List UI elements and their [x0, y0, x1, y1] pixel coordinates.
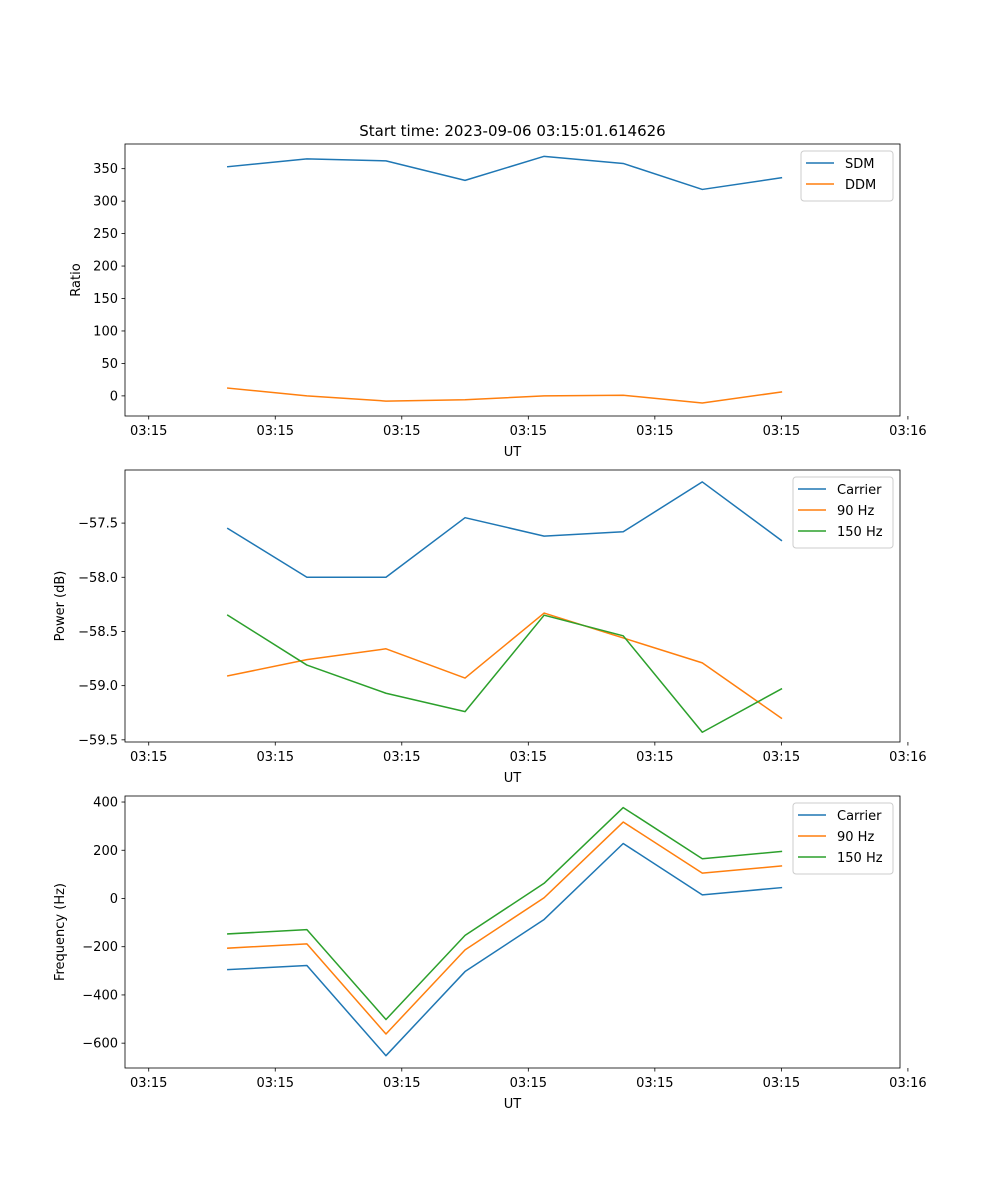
x-tick-label: 03:15	[383, 750, 420, 765]
y-axis-label: Power (dB)	[53, 571, 68, 642]
y-tick-label: 400	[93, 796, 118, 811]
series-line-carrier	[226, 481, 783, 579]
series-line-carrier	[227, 842, 783, 1057]
y-tick-label: 350	[93, 162, 118, 177]
x-tick-label: 03:15	[510, 750, 547, 765]
x-tick-label: 03:15	[130, 1076, 167, 1091]
x-tick-label: 03:15	[257, 424, 294, 439]
y-tick-label: −600	[82, 1037, 118, 1052]
series-line-150-hz	[226, 614, 783, 733]
y-tick-label: 150	[93, 292, 118, 307]
series-line-150-hz	[227, 806, 783, 1021]
x-tick-label: 03:15	[763, 750, 800, 765]
plot-area	[125, 470, 900, 742]
legend-label: SDM	[845, 157, 874, 172]
x-tick-label: 03:15	[636, 750, 673, 765]
y-tick-label: 300	[93, 195, 118, 210]
plot-area	[125, 144, 900, 416]
series-line-sdm	[226, 155, 783, 191]
axes-frame	[124, 795, 901, 1069]
x-tick-label: 03:16	[889, 750, 926, 765]
x-tick-label: 03:15	[763, 1076, 800, 1091]
y-tick-label: −59.5	[78, 733, 118, 748]
x-axis-label: UT	[504, 771, 522, 786]
legend-label: 150 Hz	[837, 525, 883, 540]
x-tick-label: 03:15	[636, 424, 673, 439]
y-tick-label: 200	[93, 260, 118, 275]
y-tick-label: 200	[93, 844, 118, 859]
y-tick-label: 50	[101, 357, 118, 372]
chart-title: Start time: 2023-09-06 03:15:01.614626	[359, 122, 665, 140]
x-tick-label: 03:15	[257, 1076, 294, 1091]
legend-label: DDM	[845, 178, 876, 193]
x-tick-label: 03:15	[383, 1076, 420, 1091]
x-tick-label: 03:15	[383, 424, 420, 439]
legend-label: Carrier	[837, 809, 882, 824]
y-tick-label: 250	[93, 227, 118, 242]
y-axis-label: Ratio	[69, 263, 84, 296]
x-tick-label: 03:15	[257, 750, 294, 765]
x-tick-label: 03:15	[763, 424, 800, 439]
x-axis-label: UT	[504, 445, 522, 460]
legend-label: 90 Hz	[837, 830, 874, 845]
panel-frequency: 03:15 03:15 03:15 03:15 03:15 03:15 03:16 −600 −…	[53, 796, 927, 1112]
legend-label: 90 Hz	[837, 504, 874, 519]
axes-frame	[124, 143, 901, 417]
panel-ratio: 03:15 03:15 03:15 03:15 03:15 03:15 03:16 0 50 10…	[69, 122, 927, 460]
y-tick-label: −58.0	[78, 571, 118, 586]
x-tick-label: 03:15	[130, 424, 167, 439]
y-axis-label: Frequency (Hz)	[53, 883, 68, 981]
y-tick-label: −58.5	[78, 625, 118, 640]
y-tick-label: 0	[110, 389, 118, 404]
y-tick-label: 100	[93, 324, 118, 339]
plot-area	[125, 796, 900, 1068]
x-tick-label: 03:16	[889, 424, 926, 439]
series-line-ddm	[226, 387, 783, 404]
x-tick-label: 03:15	[130, 750, 167, 765]
axes-frame	[124, 469, 901, 743]
legend-label: 150 Hz	[837, 851, 883, 866]
x-tick-label: 03:15	[510, 1076, 547, 1091]
x-tick-label: 03:16	[889, 1076, 926, 1091]
x-tick-label: 03:15	[636, 1076, 673, 1091]
panel-power: 03:15 03:15 03:15 03:15 03:15 03:15 03:16 −59.5…	[53, 469, 927, 786]
y-tick-label: −59.0	[78, 679, 118, 694]
legend-label: Carrier	[837, 483, 882, 498]
y-tick-label: −200	[82, 940, 118, 955]
x-tick-label: 03:15	[510, 424, 547, 439]
y-tick-label: −400	[82, 988, 118, 1003]
y-tick-label: 0	[110, 892, 118, 907]
x-axis-label: UT	[504, 1097, 522, 1112]
series-line-90-hz	[226, 612, 783, 720]
y-tick-label: −57.5	[78, 517, 118, 532]
series-line-90-hz	[227, 821, 783, 1035]
